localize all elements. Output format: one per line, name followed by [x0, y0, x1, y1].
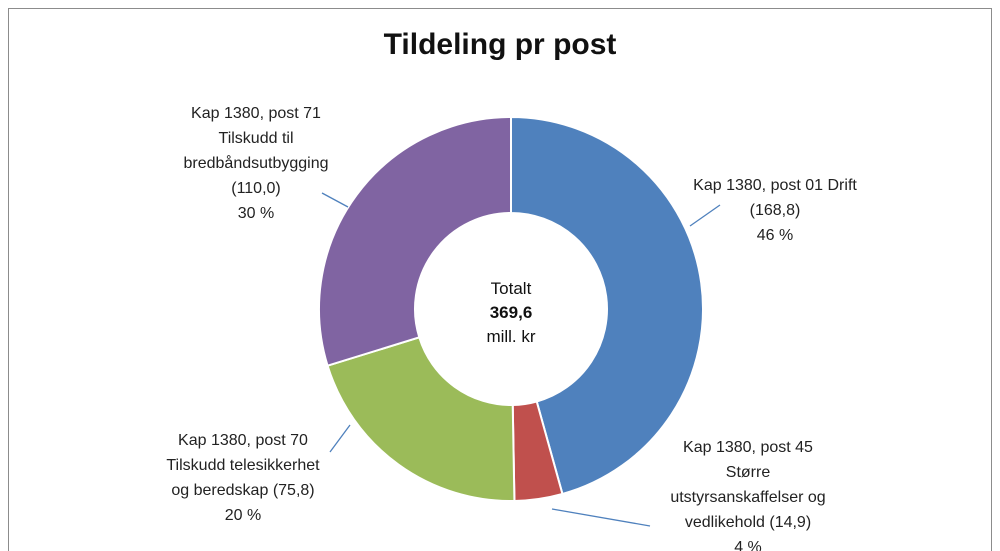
value-label: (168,8) [749, 202, 801, 219]
leader-line [689, 204, 721, 227]
category-label: Kap 1380, post 71 Tilskudd til bredbånds… [183, 105, 329, 172]
center-caption: Totalt [490, 279, 532, 298]
value-label: (14,9) [769, 514, 812, 531]
chart-title: Tildeling pr post [383, 28, 617, 61]
donut-slice [326, 336, 516, 502]
value-label: (75,8) [272, 482, 315, 499]
category-label: Kap 1380, post 70 Tilskudd telesikkerhet… [166, 432, 320, 499]
donut-slice [318, 115, 512, 367]
percent-label: 4 % [734, 539, 762, 551]
slice-label: Kap 1380, post 71 Tilskudd til bredbånds… [183, 101, 328, 226]
slice-label: Kap 1380, post 70 Tilskudd telesikkerhet… [166, 428, 319, 528]
leader-line [321, 192, 349, 208]
slice-label: Kap 1380, post 45 Større utstyrsanskaffe… [670, 435, 825, 551]
leader-line [329, 424, 351, 453]
percent-label: 46 % [756, 227, 794, 244]
center-total: 369,6 [489, 303, 533, 322]
value-label: (110,0) [231, 180, 281, 197]
chart-frame [8, 8, 992, 551]
center-label: Totalt 369,6 mill. kr [486, 277, 535, 349]
percent-label: 30 % [237, 205, 275, 222]
slice-label: Kap 1380, post 01 Drift (168,8) 46 % [693, 173, 857, 248]
percent-label: 20 % [224, 507, 262, 524]
donut-slice [510, 115, 704, 496]
category-label: Kap 1380, post 01 Drift [693, 177, 857, 194]
center-unit: mill. kr [486, 327, 536, 346]
category-label: Kap 1380, post 45 Større utstyrsanskaffe… [670, 439, 826, 531]
leader-line [551, 508, 651, 527]
